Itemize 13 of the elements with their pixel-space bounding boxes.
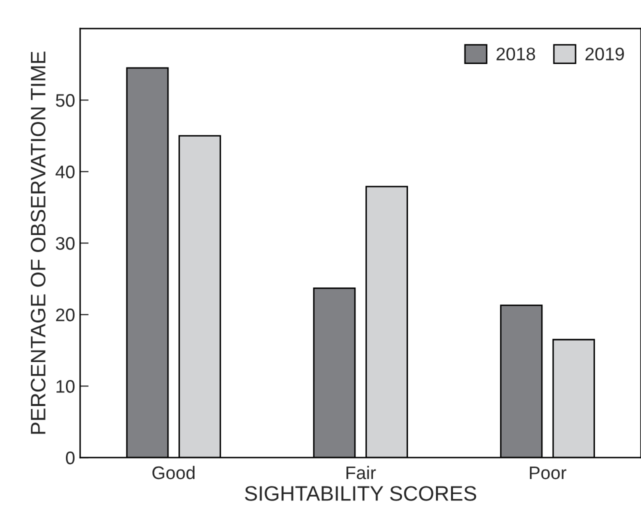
- y-axis-title: PERCENTAGE OF OBSERVATION TIME: [30, 52, 46, 434]
- y-tick-label: 50: [56, 94, 75, 107]
- x-tick-label: Good: [152, 466, 195, 480]
- y-tick-label: 20: [56, 308, 75, 322]
- x-tick-label: Fair: [346, 466, 376, 480]
- x-axis-title: SIGHTABILITY SCORES: [244, 486, 476, 501]
- y-tick-label: 0: [66, 452, 75, 464]
- legend-label: 2019: [585, 48, 624, 60]
- y-tick-label: 10: [56, 380, 75, 393]
- x-tick-label: Poor: [530, 466, 566, 480]
- legend-label: 2018: [496, 48, 536, 60]
- y-tick-label: 30: [56, 237, 75, 250]
- y-tick-label: 40: [56, 166, 75, 178]
